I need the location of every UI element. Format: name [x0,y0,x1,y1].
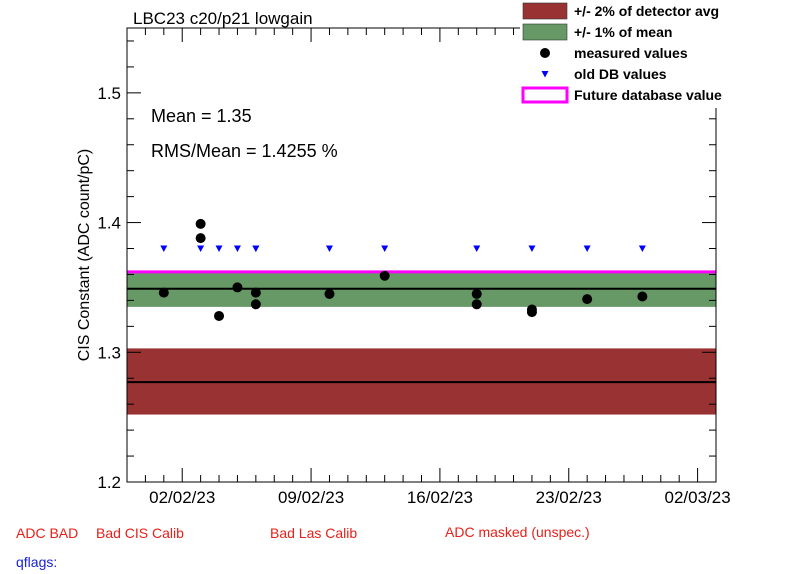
legend-swatch [522,23,568,41]
measured-point [471,288,482,299]
old-db-point [473,245,481,253]
mean-stat-label: Mean = 1.35 [151,106,252,126]
rms-stat-label: RMS/Mean = 1.4255 % [151,141,338,161]
x-tick-label: 09/02/23 [278,488,344,507]
measured-point [324,288,335,299]
old-db-point [325,245,333,253]
old-db-point [215,245,223,253]
y-axis-label: CIS Constant (ADC count/pC) [76,149,93,362]
measured-point [195,218,206,229]
old-db-point [160,245,168,253]
measured-point [250,287,261,298]
legend-swatch [522,2,568,20]
measured-point [214,310,225,321]
chart-title: LBC23 c20/p21 lowgain [133,9,313,28]
bands-layer [127,271,716,415]
legend-label: Future database value [574,87,722,103]
measured-point [637,291,648,302]
legend-swatch [540,48,550,58]
measured-point [379,270,390,281]
legend-swatch [521,86,569,104]
points-layer [158,218,648,321]
flag-adc-bad: ADC BAD [16,525,79,541]
measured-point [471,299,482,310]
measured-point [526,307,537,318]
legend-label: measured values [574,45,688,61]
x-tick-label: 02/03/23 [665,488,731,507]
reference-lines-layer [127,270,716,384]
legend-label: +/- 2% of detector avg [574,3,719,19]
x-tick-label: 16/02/23 [407,488,473,507]
legend-label: +/- 1% of mean [574,24,672,40]
old-db-point [638,245,646,253]
x-tick-label: 23/02/23 [536,488,602,507]
legend: +/- 2% of detector avg +/- 1% of mean meas… [520,0,796,108]
qflags-label: qflags: [16,554,58,570]
old-db-point [197,245,205,253]
old-db-point [381,245,389,253]
measured-point [582,294,593,305]
y-tick-label: 1.4 [97,214,121,233]
y-tick-label: 1.5 [97,84,121,103]
legend-label: old DB values [574,66,667,82]
measured-point [158,287,169,298]
flag-adc-masked: ADC masked (unspec.) [445,524,590,540]
old-db-point [252,245,260,253]
legend-swatch [541,71,549,78]
old-db-point [583,245,591,253]
y-tick-label: 1.2 [97,473,121,492]
measured-point [195,233,206,244]
old-db-point [528,245,536,253]
measured-point [250,299,261,310]
y-tick-label: 1.3 [97,343,121,362]
flag-bad-cis-calib: Bad CIS Calib [96,525,184,541]
old-db-point [233,245,241,253]
flag-bad-las-calib: Bad Las Calib [270,525,358,541]
measured-point [232,282,243,293]
x-tick-label: 02/02/23 [149,488,215,507]
